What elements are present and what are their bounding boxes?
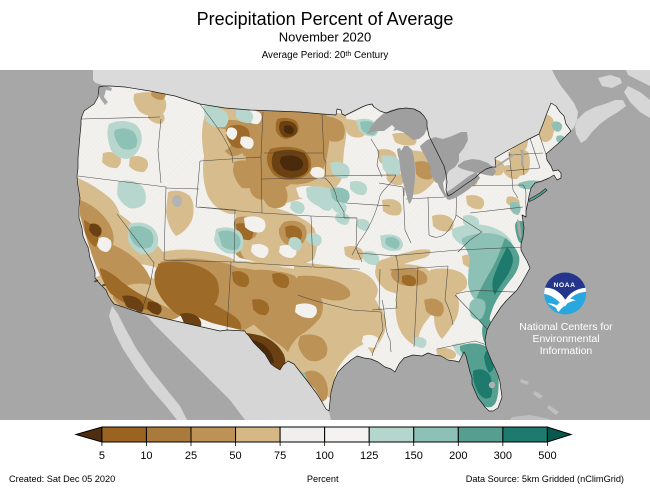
svg-text:NOAA: NOAA [553,282,575,289]
svg-text:100: 100 [315,450,333,462]
svg-text:150: 150 [405,450,423,462]
svg-text:Information: Information [540,345,593,357]
svg-text:Environmental: Environmental [532,333,599,345]
svg-text:500: 500 [538,450,556,462]
svg-text:Average Period: 20th Century: Average Period: 20th Century [262,50,389,61]
svg-text:50: 50 [229,450,241,462]
svg-text:75: 75 [274,450,286,462]
svg-text:Percent: Percent [307,474,339,484]
svg-text:200: 200 [449,450,467,462]
svg-text:10: 10 [140,450,152,462]
svg-text:125: 125 [360,450,378,462]
svg-text:Data Source: 5km Gridded (nCli: Data Source: 5km Gridded (nClimGrid) [466,474,624,484]
svg-text:25: 25 [185,450,197,462]
svg-text:5: 5 [99,450,105,462]
svg-text:National Centers for: National Centers for [519,321,613,333]
svg-text:November 2020: November 2020 [279,30,372,45]
svg-text:Precipitation Percent of Avera: Precipitation Percent of Average [197,9,454,29]
svg-text:300: 300 [494,450,512,462]
svg-text:Created: Sat Dec 05 2020: Created: Sat Dec 05 2020 [9,474,115,484]
